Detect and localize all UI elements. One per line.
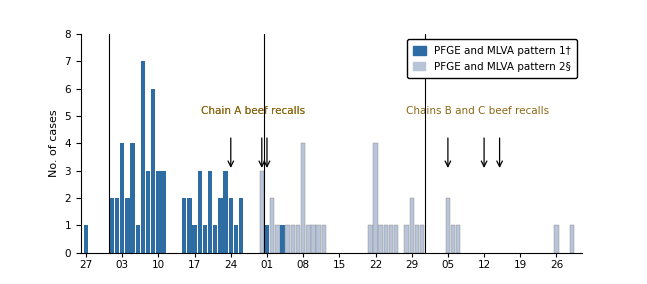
- Bar: [84, 225, 88, 253]
- Bar: [446, 225, 450, 253]
- Bar: [384, 225, 388, 253]
- Bar: [378, 225, 383, 253]
- Bar: [110, 198, 114, 253]
- Bar: [265, 225, 269, 253]
- Bar: [146, 171, 150, 253]
- Bar: [120, 143, 124, 253]
- Bar: [373, 225, 378, 253]
- Bar: [161, 171, 166, 253]
- Bar: [126, 198, 129, 253]
- Bar: [415, 225, 419, 253]
- Bar: [446, 198, 450, 253]
- Bar: [208, 171, 212, 253]
- Bar: [223, 171, 228, 253]
- Text: Chains B and C beef recalls: Chains B and C beef recalls: [406, 106, 549, 116]
- Bar: [218, 198, 223, 253]
- Bar: [135, 225, 140, 253]
- Bar: [228, 198, 233, 253]
- Y-axis label: No. of cases: No. of cases: [49, 110, 59, 177]
- Bar: [404, 225, 409, 253]
- Bar: [115, 198, 119, 253]
- Bar: [213, 225, 217, 253]
- Text: Chain A beef recalls: Chain A beef recalls: [201, 106, 305, 116]
- Text: Chain A beef recalls: Chain A beef recalls: [201, 106, 305, 116]
- Bar: [373, 143, 378, 253]
- Bar: [451, 225, 455, 253]
- Bar: [410, 198, 414, 253]
- Legend: PFGE and MLVA pattern 1†, PFGE and MLVA pattern 2§: PFGE and MLVA pattern 1†, PFGE and MLVA …: [407, 39, 577, 78]
- Bar: [197, 171, 202, 253]
- Bar: [285, 225, 290, 253]
- Bar: [187, 198, 192, 253]
- Bar: [192, 225, 197, 253]
- Bar: [322, 225, 326, 253]
- Bar: [270, 198, 274, 253]
- Bar: [275, 225, 280, 253]
- Bar: [296, 225, 300, 253]
- Bar: [259, 225, 264, 253]
- Bar: [234, 225, 238, 253]
- Bar: [316, 225, 321, 253]
- Bar: [456, 225, 461, 253]
- Bar: [394, 225, 399, 253]
- Bar: [280, 225, 285, 253]
- Bar: [301, 143, 305, 253]
- Bar: [311, 225, 316, 253]
- Bar: [239, 198, 243, 253]
- Bar: [420, 225, 424, 253]
- Bar: [306, 225, 311, 253]
- Bar: [368, 225, 373, 253]
- Bar: [554, 225, 558, 253]
- Bar: [570, 225, 574, 253]
- Bar: [140, 61, 145, 253]
- Bar: [259, 171, 264, 253]
- Bar: [182, 198, 186, 253]
- Bar: [203, 225, 207, 253]
- Bar: [291, 225, 295, 253]
- Bar: [151, 89, 155, 253]
- Bar: [131, 143, 135, 253]
- Bar: [156, 171, 160, 253]
- Bar: [275, 225, 280, 253]
- Bar: [389, 225, 393, 253]
